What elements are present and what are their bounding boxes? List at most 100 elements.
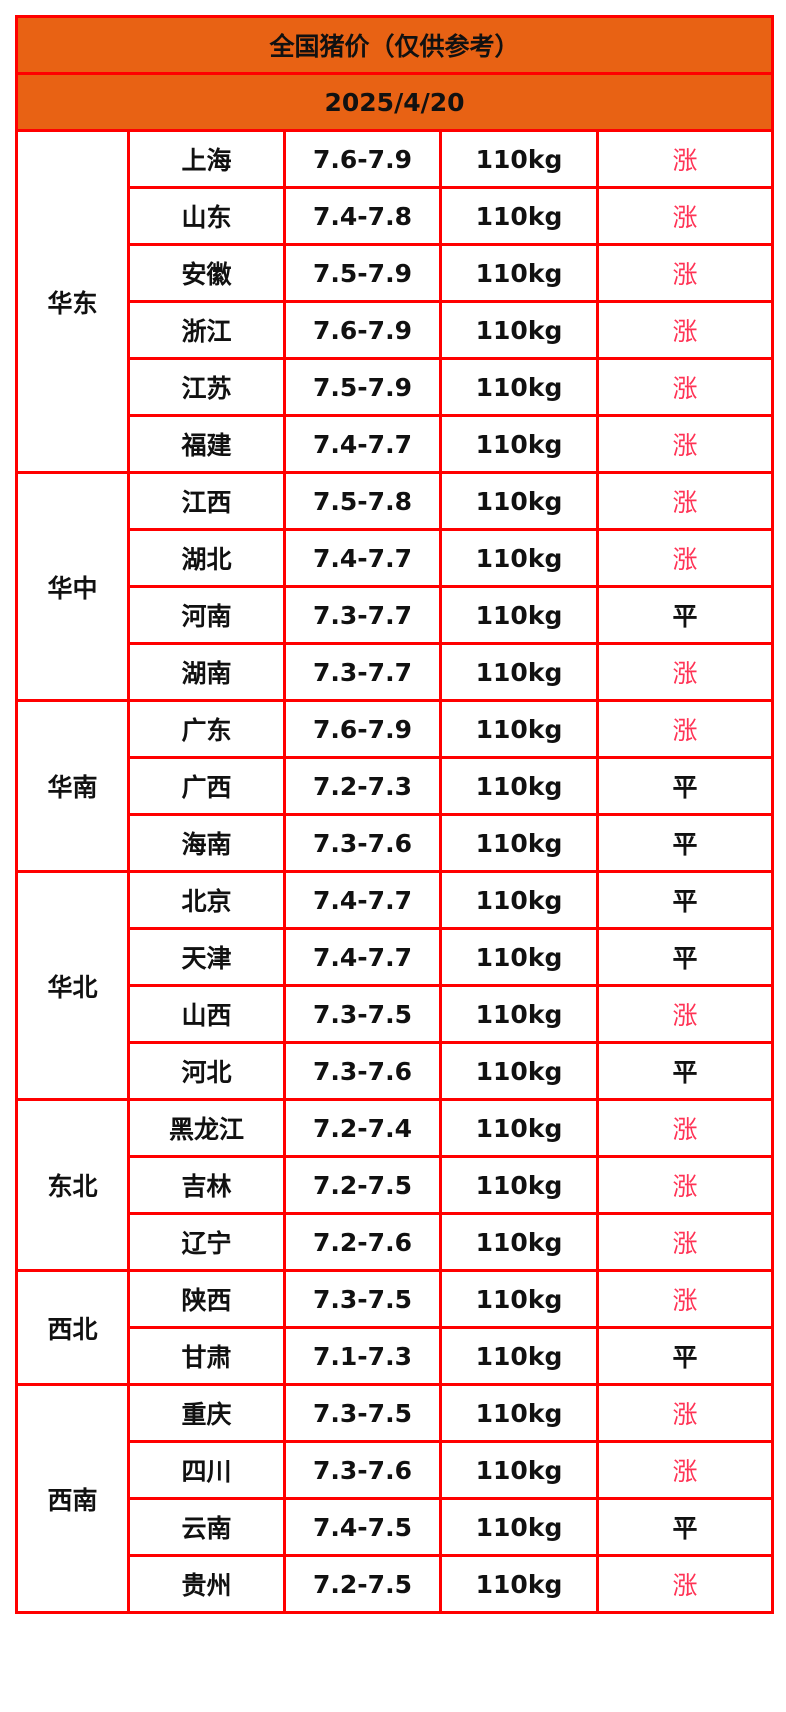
weight-cell: 110kg <box>439 1497 599 1557</box>
price-cell: 7.2-7.5 <box>283 1155 442 1215</box>
table-row: 四川 7.3-7.6 110kg 涨 <box>17 1440 775 1500</box>
province-cell: 江苏 <box>127 357 286 417</box>
weight-cell: 110kg <box>439 528 599 588</box>
table-row: 华南 广东 7.6-7.9 110kg 涨 <box>15 699 775 873</box>
province-cell: 山西 <box>127 984 286 1044</box>
price-cell: 7.6-7.9 <box>283 300 442 360</box>
trend-cell: 涨 <box>595 186 775 246</box>
trend-cell: 涨 <box>595 300 775 360</box>
weight-cell: 110kg <box>439 984 599 1044</box>
province-cell: 山东 <box>127 186 286 246</box>
weight-cell: 110kg <box>439 300 599 360</box>
weight-cell: 110kg <box>439 699 599 759</box>
weight-cell: 110kg <box>439 1155 599 1215</box>
province-cell: 辽宁 <box>127 1212 286 1272</box>
price-cell: 7.3-7.6 <box>283 1440 442 1500</box>
trend-cell: 平 <box>595 1497 775 1557</box>
province-cell: 黑龙江 <box>127 1098 286 1158</box>
trend-cell: 涨 <box>595 528 775 588</box>
weight-cell: 110kg <box>439 585 599 645</box>
price-cell: 7.3-7.5 <box>283 1383 442 1443</box>
table-row: 西南 重庆 7.3-7.5 110kg 涨 <box>15 1383 775 1614</box>
price-cell: 7.3-7.5 <box>283 1269 442 1329</box>
table-row: 辽宁 7.2-7.6 110kg 涨 <box>17 1212 775 1272</box>
weight-cell: 110kg <box>439 756 599 816</box>
table-row: 广西 7.2-7.3 110kg 平 <box>17 756 775 816</box>
trend-cell: 涨 <box>595 1554 775 1614</box>
pig-price-table: 全国猪价（仅供参考） 2025/4/20 华东 上海 7.6-7.9 110kg 涨山东… <box>14 15 775 1614</box>
price-cell: 7.5-7.8 <box>283 471 442 531</box>
weight-cell: 110kg <box>439 1383 599 1443</box>
province-cell: 福建 <box>127 414 286 474</box>
province-cell: 四川 <box>127 1440 286 1500</box>
price-cell: 7.4-7.7 <box>283 528 442 588</box>
price-cell: 7.6-7.9 <box>283 699 442 759</box>
price-cell: 7.4-7.7 <box>283 414 442 474</box>
trend-cell: 涨 <box>595 1098 775 1158</box>
table-row: 东北 黑龙江 7.2-7.4 110kg 涨 <box>15 1098 775 1272</box>
trend-cell: 涨 <box>595 1155 775 1215</box>
weight-cell: 110kg <box>439 642 599 702</box>
price-cell: 7.2-7.6 <box>283 1212 442 1272</box>
price-cell: 7.2-7.5 <box>283 1554 442 1614</box>
price-cell: 7.3-7.6 <box>283 813 442 873</box>
table-row: 甘肃 7.1-7.3 110kg 平 <box>17 1326 775 1386</box>
trend-cell: 平 <box>595 585 775 645</box>
price-cell: 7.6-7.9 <box>283 129 442 189</box>
table-row: 云南 7.4-7.5 110kg 平 <box>17 1497 775 1557</box>
trend-cell: 平 <box>595 756 775 816</box>
region-cell: 华东 <box>15 129 130 474</box>
trend-cell: 涨 <box>595 471 775 531</box>
province-cell: 北京 <box>127 870 286 930</box>
table-date: 2025/4/20 <box>14 72 775 132</box>
weight-cell: 110kg <box>439 1212 599 1272</box>
table-row: 华北 北京 7.4-7.7 110kg 平 <box>15 870 775 1101</box>
trend-cell: 涨 <box>595 699 775 759</box>
price-cell: 7.4-7.8 <box>283 186 442 246</box>
weight-cell: 110kg <box>439 1098 599 1158</box>
province-cell: 江西 <box>127 471 286 531</box>
table-row: 海南 7.3-7.6 110kg 平 <box>17 813 775 873</box>
province-cell: 海南 <box>127 813 286 873</box>
table-row: 贵州 7.2-7.5 110kg 涨 <box>17 1554 775 1614</box>
trend-cell: 平 <box>595 870 775 930</box>
price-cell: 7.4-7.5 <box>283 1497 442 1557</box>
weight-cell: 110kg <box>439 186 599 246</box>
province-cell: 吉林 <box>127 1155 286 1215</box>
table-row: 山东 7.4-7.8 110kg 涨 <box>17 186 775 246</box>
province-cell: 浙江 <box>127 300 286 360</box>
price-cell: 7.3-7.5 <box>283 984 442 1044</box>
weight-cell: 110kg <box>439 1554 599 1614</box>
trend-cell: 涨 <box>595 414 775 474</box>
province-cell: 湖南 <box>127 642 286 702</box>
province-cell: 云南 <box>127 1497 286 1557</box>
trend-cell: 平 <box>595 1326 775 1386</box>
price-cell: 7.4-7.7 <box>283 927 442 987</box>
province-cell: 陕西 <box>127 1269 286 1329</box>
weight-cell: 110kg <box>439 129 599 189</box>
table-row: 山西 7.3-7.5 110kg 涨 <box>17 984 775 1044</box>
price-cell: 7.5-7.9 <box>283 357 442 417</box>
table-title: 全国猪价（仅供参考） <box>14 15 775 75</box>
table-row: 福建 7.4-7.7 110kg 涨 <box>17 414 775 474</box>
trend-cell: 涨 <box>595 357 775 417</box>
weight-cell: 110kg <box>439 414 599 474</box>
weight-cell: 110kg <box>439 1440 599 1500</box>
trend-cell: 平 <box>595 1041 775 1101</box>
trend-cell: 涨 <box>595 1383 775 1443</box>
region-cell: 华南 <box>15 699 130 873</box>
table-row: 天津 7.4-7.7 110kg 平 <box>17 927 775 987</box>
trend-cell: 平 <box>595 813 775 873</box>
trend-cell: 涨 <box>595 1212 775 1272</box>
province-cell: 天津 <box>127 927 286 987</box>
weight-cell: 110kg <box>439 813 599 873</box>
trend-cell: 涨 <box>595 129 775 189</box>
weight-cell: 110kg <box>439 1269 599 1329</box>
province-cell: 湖北 <box>127 528 286 588</box>
province-cell: 安徽 <box>127 243 286 303</box>
province-cell: 河南 <box>127 585 286 645</box>
province-cell: 甘肃 <box>127 1326 286 1386</box>
province-cell: 广东 <box>127 699 286 759</box>
table-row: 江苏 7.5-7.9 110kg 涨 <box>17 357 775 417</box>
price-cell: 7.1-7.3 <box>283 1326 442 1386</box>
